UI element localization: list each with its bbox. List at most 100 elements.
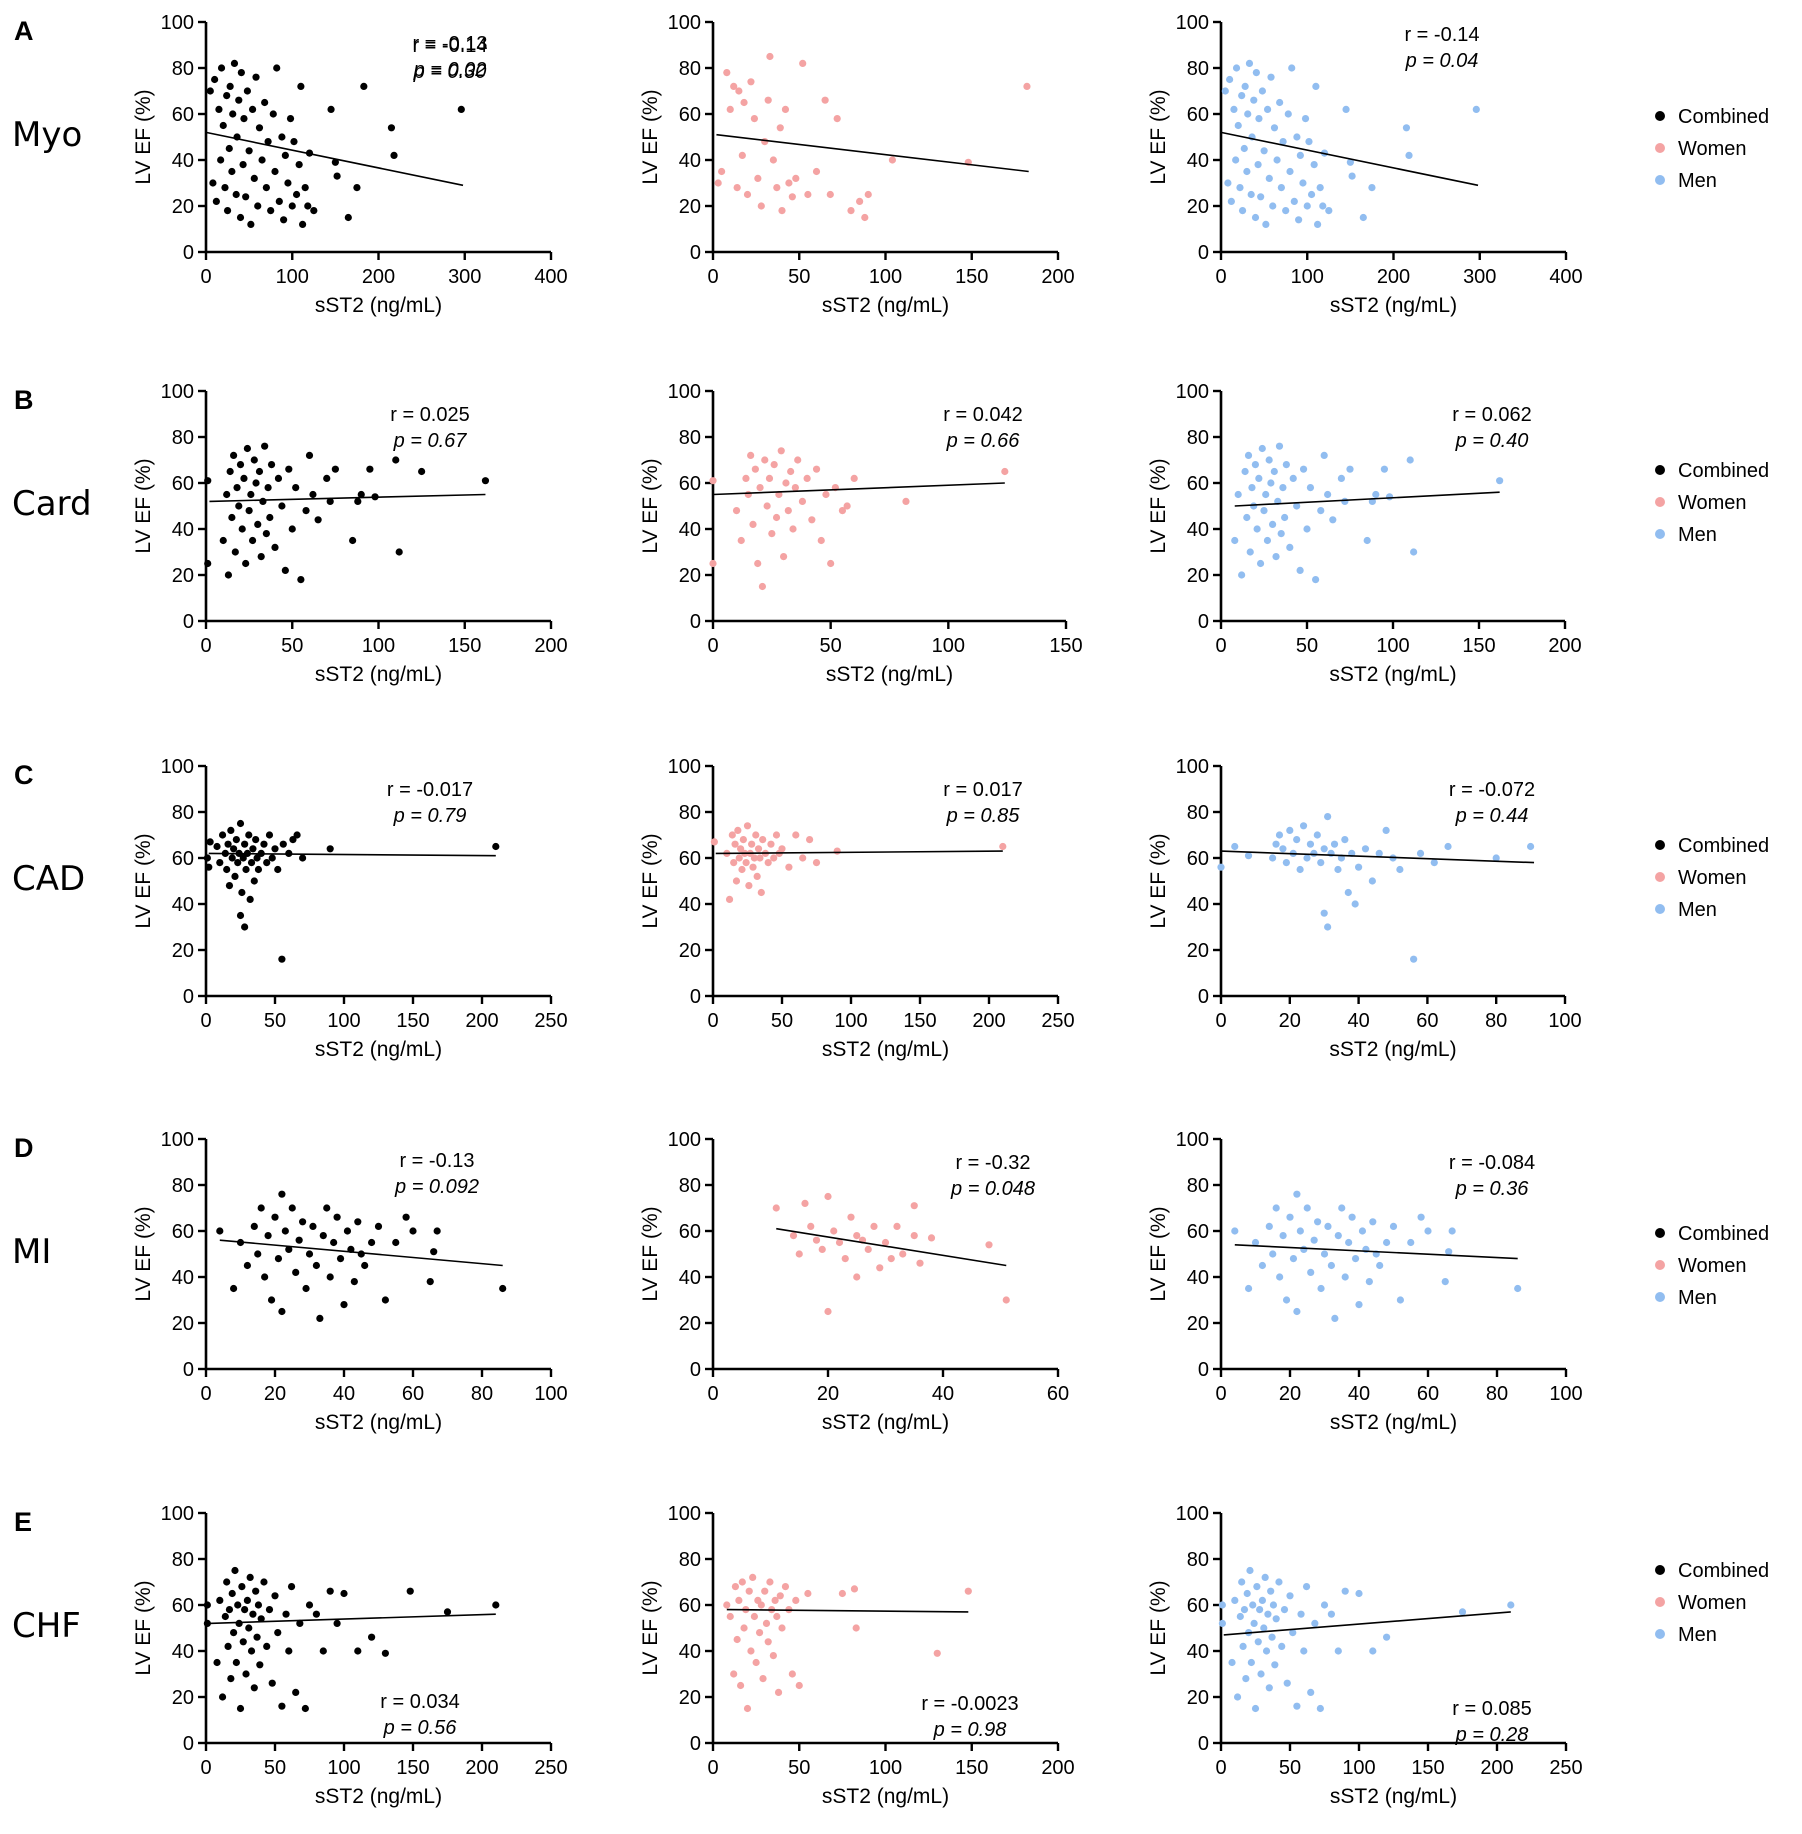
data-point [457,105,465,113]
data-point [1272,1204,1280,1212]
data-point [799,854,807,862]
data-point [1234,490,1242,499]
data-point [1255,474,1263,482]
data-point [1289,1629,1297,1637]
data-point [778,1624,786,1632]
data-point [392,456,400,464]
data-point [1369,1647,1377,1655]
data-point [847,207,855,215]
data-point [271,167,279,176]
data-point [1307,1268,1315,1276]
data-point [1226,75,1234,84]
data-point [771,1596,779,1604]
regression-line [209,493,486,503]
data-point [1279,845,1287,853]
data-point [1296,1227,1304,1235]
data-point [203,1601,211,1609]
y-tick-label: 60 [679,1221,701,1243]
y-tick-label: 40 [172,150,194,172]
data-point [833,115,841,123]
data-point [728,831,736,839]
data-point [374,1222,383,1230]
data-point [267,461,276,469]
data-point [1458,1608,1467,1616]
data-point [1307,1688,1315,1696]
y-tick-label: 40 [679,1641,701,1663]
data-point [343,1227,352,1235]
data-point [1346,465,1354,473]
data-point [289,836,297,844]
data-point [764,859,772,867]
x-tick-label: 250 [1549,1757,1582,1779]
data-point [1279,484,1287,492]
x-axis-title: sST2 (ng/mL) [822,1038,949,1061]
data-point [206,838,214,846]
legend-marker [1655,1629,1665,1639]
y-tick-label: 80 [172,802,194,824]
row-name: CAD [12,859,85,899]
data-point [232,190,240,199]
data-point [1241,82,1249,90]
data-point [357,1250,365,1258]
data-point [366,465,374,473]
y-axis-title: LV EF (%) [132,89,155,184]
data-point [1267,479,1275,487]
x-tick-label: 100 [276,266,309,288]
y-tick-label: 0 [1198,242,1209,264]
data-point [1244,852,1253,860]
data-point [1351,900,1359,908]
data-point [861,213,869,222]
data-point [1296,865,1304,874]
data-point [1445,1248,1453,1256]
data-point [232,1658,240,1667]
data-point [1314,1218,1322,1226]
y-tick-label: 60 [172,1221,194,1243]
data-point [1231,1227,1239,1235]
data-point [1317,507,1325,515]
data-point [1243,167,1251,176]
data-point [768,530,776,538]
data-point [751,465,759,473]
legend-label: Combined [1678,1223,1769,1245]
data-point [312,1610,320,1618]
y-tick-label: 0 [690,242,701,264]
data-point [288,525,296,533]
data-point [349,536,357,545]
y-axis-title: LV EF (%) [1147,1580,1170,1675]
y-tick-label: 60 [679,104,701,126]
data-point [1258,1261,1266,1270]
data-point [1247,1658,1255,1667]
data-point [1256,1606,1264,1614]
data-point [1251,461,1259,469]
x-tick-label: 50 [1296,635,1318,657]
data-point [764,1638,772,1646]
x-axis-title: sST2 (ng/mL) [1329,1038,1456,1061]
data-point [314,516,322,524]
data-point [309,490,317,499]
data-point [238,1583,246,1591]
data-point [1314,220,1322,228]
data-point [240,474,248,482]
data-point [254,1250,262,1258]
x-tick-label: 50 [264,1010,286,1032]
data-point [765,474,774,482]
axes [204,1513,551,1745]
data-point [211,75,219,84]
data-point [1514,1284,1522,1293]
data-point [241,1606,249,1614]
data-point [1324,490,1332,499]
legend-marker [1655,175,1665,185]
data-point [1282,207,1290,215]
data-point [1269,520,1277,529]
y-axis-title: LV EF (%) [639,833,662,928]
data-point [1341,836,1349,844]
x-axis-title: sST2 (ng/mL) [1329,663,1456,686]
data-point [1299,465,1308,473]
regression-line [716,133,1029,173]
data-point [1327,1261,1335,1270]
data-point [818,1245,826,1253]
data-point [246,895,254,904]
legend-label: Men [1678,524,1717,546]
r-value-label: r = 0.042 [943,404,1023,426]
data-point [723,1601,731,1609]
